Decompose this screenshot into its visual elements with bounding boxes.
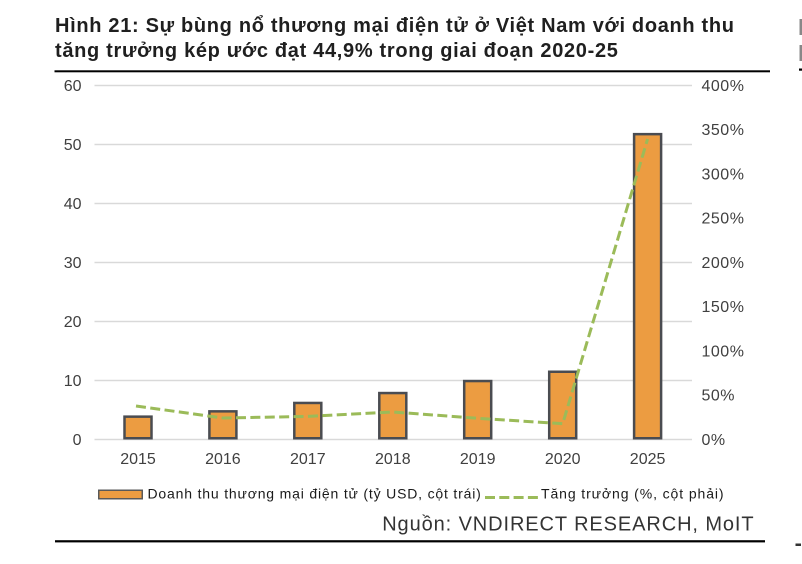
svg-text:2025: 2025 <box>630 451 666 468</box>
svg-text:60: 60 <box>64 78 82 95</box>
svg-text:0%: 0% <box>702 432 726 449</box>
svg-text:Tăng trưởng (%, cột phải): Tăng trưởng (%, cột phải) <box>541 486 724 502</box>
svg-text:400%: 400% <box>702 78 745 95</box>
svg-text:2018: 2018 <box>375 451 411 468</box>
svg-text:0: 0 <box>73 432 82 449</box>
svg-text:2017: 2017 <box>290 451 326 468</box>
svg-text:2019: 2019 <box>460 451 496 468</box>
svg-text:Doanh thu thương mại điện tử (: Doanh thu thương mại điện tử (tỷ USD, cộ… <box>148 486 482 502</box>
svg-text:40: 40 <box>64 196 82 213</box>
svg-text:30: 30 <box>64 255 82 272</box>
svg-text:2015: 2015 <box>120 451 156 468</box>
svg-text:250%: 250% <box>702 211 745 228</box>
svg-text:300%: 300% <box>702 166 745 183</box>
svg-text:10: 10 <box>64 373 82 390</box>
svg-text:2020: 2020 <box>545 451 581 468</box>
svg-text:50: 50 <box>64 137 82 154</box>
svg-text:50%: 50% <box>702 388 736 405</box>
svg-text:100%: 100% <box>702 343 745 360</box>
svg-text:150%: 150% <box>702 299 745 316</box>
svg-text:200%: 200% <box>702 255 745 272</box>
svg-text:Nguồn: VNDIRECT RESEARCH, MoIT: Nguồn: VNDIRECT RESEARCH, MoIT <box>382 513 754 535</box>
svg-text:20: 20 <box>64 314 82 331</box>
svg-text:2016: 2016 <box>205 451 241 468</box>
svg-text:350%: 350% <box>702 122 745 139</box>
